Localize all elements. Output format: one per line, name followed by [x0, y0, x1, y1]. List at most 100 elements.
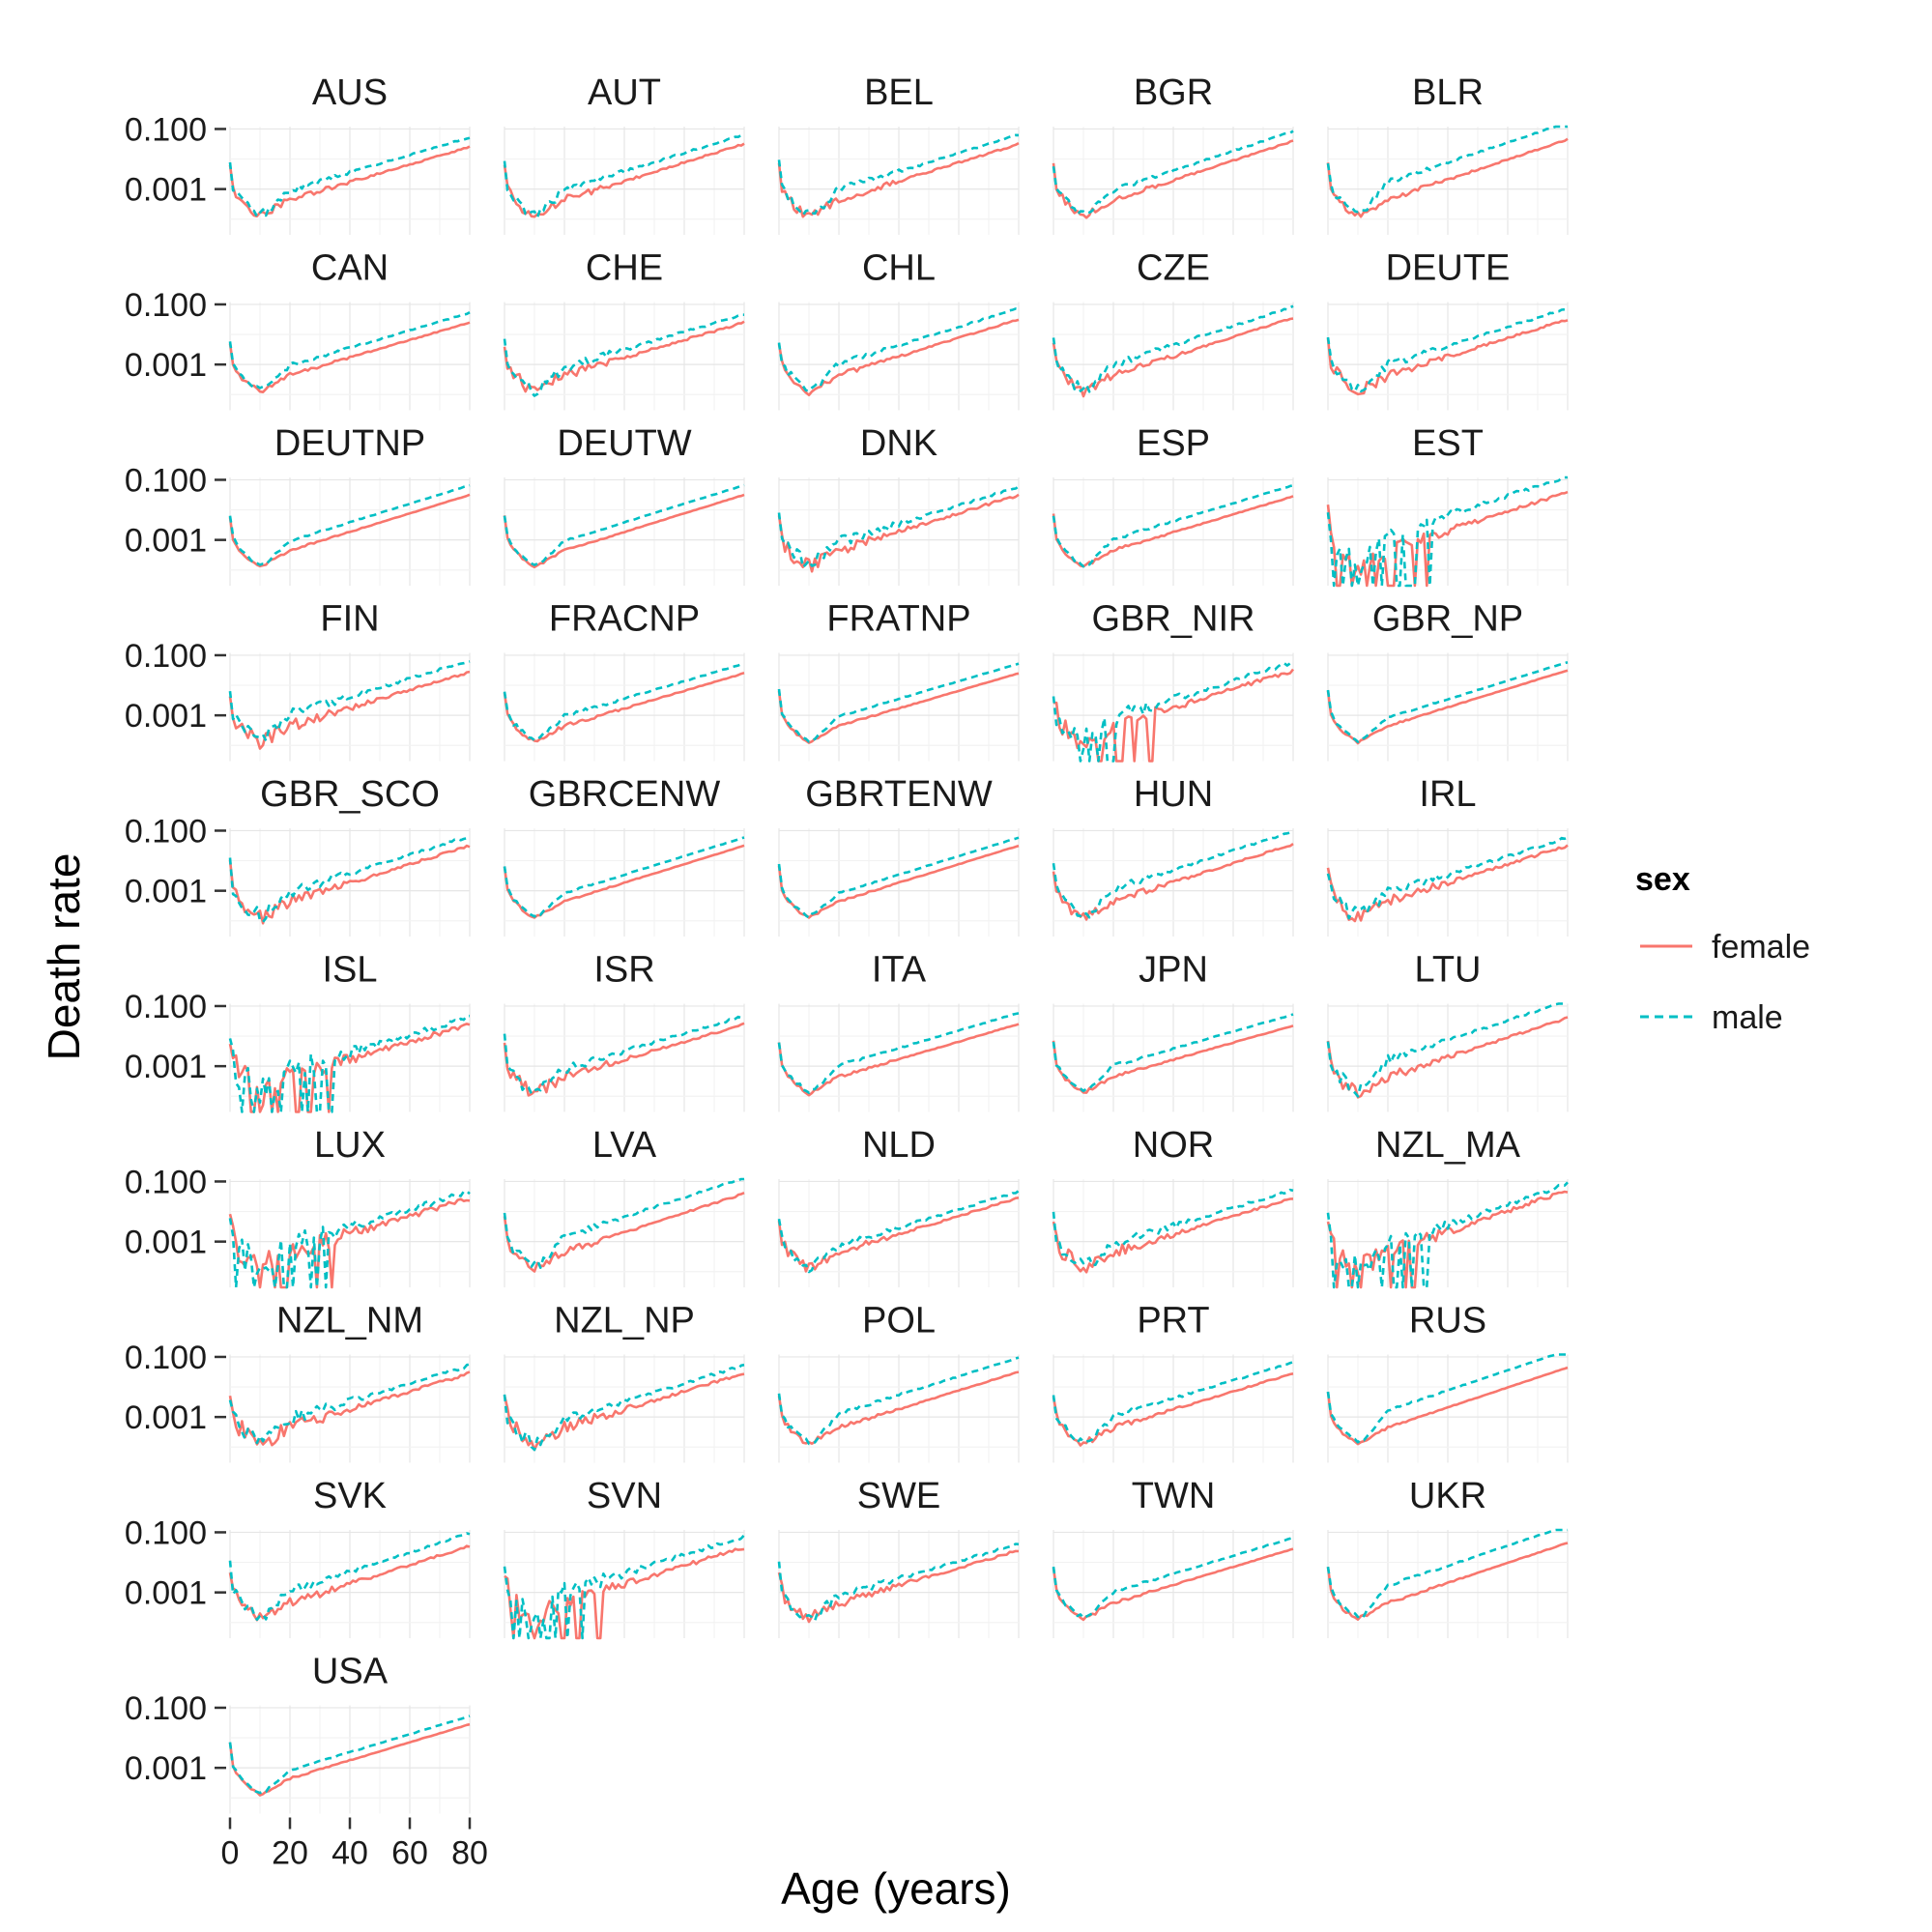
series-line-male — [1326, 1528, 1568, 1619]
facet-label: RUS — [1409, 1301, 1486, 1341]
facet-panel-DEUTE: DEUTE — [1326, 248, 1569, 411]
y-tick-label: 0.001 — [125, 698, 207, 735]
panel-grid — [1327, 1354, 1569, 1463]
facet-label: CAN — [311, 248, 389, 289]
series-line-male — [228, 835, 471, 924]
facet-label: USA — [312, 1652, 389, 1692]
panel-grid — [1327, 127, 1569, 235]
panel-grid — [1053, 302, 1294, 411]
y-axis-title: Death rate — [39, 853, 89, 1061]
panel-grid — [1053, 1530, 1294, 1638]
series-line-male — [503, 1363, 745, 1452]
panel-grid — [1053, 1354, 1294, 1463]
facet-label: NZL_NP — [554, 1301, 695, 1341]
series-line-male — [1326, 1181, 1569, 1289]
series-line-male — [777, 133, 1020, 216]
y-tick-label: 0.100 — [125, 462, 207, 499]
facet-label: POL — [862, 1301, 936, 1341]
series-line-male — [228, 1715, 471, 1795]
facet-label: AUT — [588, 72, 661, 113]
facet-panel-ISL: ISL 0.100 0.001 — [125, 950, 471, 1113]
panel-grid — [1327, 828, 1569, 937]
facet-panel-CHL: CHL — [777, 248, 1020, 411]
series-line-male — [777, 662, 1020, 743]
series-line-male — [1326, 125, 1568, 214]
facet-panel-NZL_NM: NZL_NM 0.100 0.001 — [125, 1301, 471, 1463]
panel-grid — [1327, 1530, 1569, 1638]
series-line-female — [228, 1197, 471, 1289]
facet-label: BGR — [1134, 72, 1213, 113]
facet-label: HUN — [1134, 774, 1213, 815]
facet-label: SVN — [587, 1476, 662, 1516]
series-line-male — [228, 1014, 470, 1113]
series-line-male — [503, 133, 745, 218]
facet-label: AUS — [312, 72, 388, 113]
series-line-male — [503, 662, 745, 742]
facet-panel-DNK: DNK — [777, 423, 1020, 586]
y-tick-label: 0.100 — [125, 638, 207, 675]
series-line-female — [1052, 495, 1294, 568]
facet-panel-BGR: BGR — [1052, 72, 1294, 235]
series-line-male — [228, 1532, 471, 1622]
series-line-male — [503, 1014, 745, 1095]
series-line-male — [503, 1177, 744, 1269]
series-line-female — [777, 318, 1020, 397]
panel-grid — [504, 302, 745, 411]
series-line-male — [777, 1543, 1020, 1623]
facet-panel-LTU: LTU — [1326, 950, 1569, 1112]
facet-label: JPN — [1139, 950, 1208, 991]
series-line-female — [1326, 669, 1569, 745]
facet-label: CHE — [586, 248, 663, 289]
legend-title: sex — [1635, 861, 1690, 898]
facet-label: NZL_MA — [1375, 1125, 1521, 1166]
series-line-male — [777, 1190, 1020, 1274]
y-tick-label: 0.100 — [125, 1164, 207, 1200]
facet-panel-ISR: ISR — [503, 950, 745, 1112]
series-line-female — [777, 493, 1020, 573]
series-line-female — [228, 321, 471, 393]
y-tick-label: 0.001 — [125, 1399, 207, 1436]
series-line-male — [1052, 1361, 1294, 1444]
facet-panel-NZL_MA: NZL_MA — [1326, 1125, 1569, 1289]
series-line-male — [777, 1356, 1020, 1446]
series-line-male — [1326, 307, 1569, 393]
series-line-male — [1052, 1188, 1294, 1267]
facet-label: SWE — [857, 1476, 941, 1516]
series-line-male — [503, 483, 745, 566]
series-line-male — [777, 307, 1020, 392]
series-line-female — [503, 1022, 745, 1097]
y-tick-label: 0.100 — [125, 813, 207, 850]
facet-label: GBR_SCO — [260, 774, 440, 815]
facet-label: CZE — [1137, 248, 1210, 289]
x-axis-title: Age (years) — [781, 1863, 1011, 1914]
series-line-male — [228, 1363, 471, 1445]
series-line-male — [777, 836, 1020, 919]
y-tick-label: 0.100 — [125, 287, 207, 324]
facet-label: NOR — [1133, 1125, 1214, 1166]
panel-grid — [778, 127, 1020, 235]
facet-panel-FRACNP: FRACNP — [503, 599, 745, 762]
series-line-male — [228, 660, 471, 742]
series-line-male — [1326, 836, 1569, 920]
series-line-female — [1052, 1547, 1294, 1622]
y-tick-label: 0.100 — [125, 1514, 207, 1551]
y-tick-label: 0.001 — [125, 523, 207, 560]
legend-label-male: male — [1712, 999, 1783, 1036]
panel-grid — [1053, 828, 1294, 937]
facet-panel-SVN: SVN — [503, 1476, 745, 1640]
series-line-female — [228, 145, 471, 217]
facet-panel-LUX: LUX 0.100 0.001 — [125, 1125, 471, 1289]
facet-label: DNK — [860, 423, 937, 464]
series-line-female — [777, 844, 1020, 919]
facet-label: DEUTE — [1386, 248, 1511, 289]
series-line-female — [1326, 1016, 1569, 1099]
facet-panel-HUN: HUN — [1052, 774, 1294, 937]
series-line-female — [503, 672, 745, 743]
series-line-female — [777, 141, 1020, 218]
series-line-male — [1052, 1536, 1294, 1620]
y-tick-label: 0.001 — [125, 347, 207, 384]
facet-panel-NOR: NOR — [1052, 1125, 1294, 1287]
facet-label: BEL — [864, 72, 934, 113]
series-line-female — [228, 844, 471, 925]
series-line-female — [1052, 1197, 1294, 1274]
